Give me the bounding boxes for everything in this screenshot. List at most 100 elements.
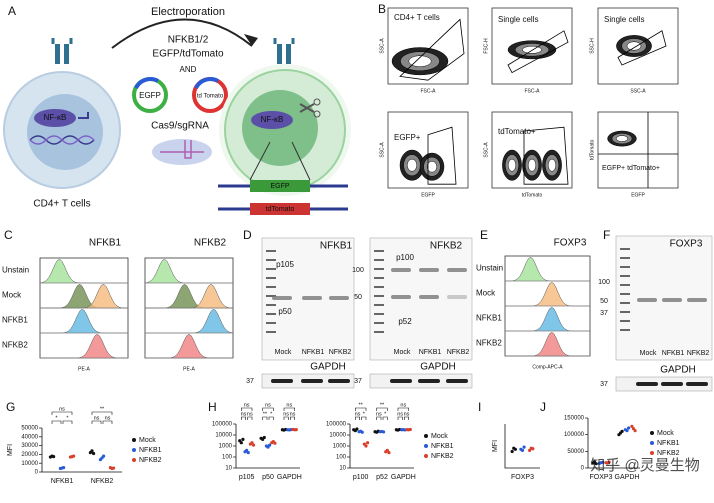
y-tick-label: 1000 <box>219 444 233 450</box>
significance-label: ns <box>376 411 382 417</box>
axis-label: SSC-H <box>589 38 595 54</box>
ladder-band <box>374 268 384 270</box>
blot-title: NFKB2 <box>430 241 463 252</box>
band <box>446 379 468 383</box>
label: NF-κB <box>261 115 284 124</box>
gate-label: Single cells <box>498 15 538 24</box>
significance-bracket <box>241 407 253 411</box>
y-tick-label: 10 <box>339 466 346 472</box>
legend-swatch <box>650 431 654 435</box>
significance-label: * <box>363 411 366 417</box>
dot <box>625 429 629 433</box>
receptor <box>286 44 291 64</box>
significance-bracket <box>268 416 274 420</box>
dot <box>252 443 256 447</box>
x-tick-label: p105 <box>239 474 255 481</box>
y-tick-label: 100000 <box>564 432 585 438</box>
legend-label: Mock <box>657 430 674 437</box>
significance-label: ** <box>359 402 364 408</box>
y-tick-label: 0 <box>581 466 585 472</box>
significance-label: ns <box>265 402 271 408</box>
significance-bracket <box>355 407 367 411</box>
panel-label: E <box>480 228 488 242</box>
band <box>302 296 322 300</box>
receptor <box>277 44 282 64</box>
receptor <box>55 44 60 64</box>
panel-label: G <box>6 400 15 414</box>
y-tick-label: 40000 <box>21 434 38 440</box>
significance-bracket <box>262 416 268 420</box>
dot <box>366 441 370 445</box>
axis-label: FSC-H <box>483 38 489 54</box>
significance-label: ns <box>247 411 253 417</box>
ladder-band <box>620 248 630 250</box>
axis-label: EGFP <box>631 192 645 198</box>
ladder-band <box>374 259 384 261</box>
axes <box>41 428 122 473</box>
ladder-band <box>374 277 384 279</box>
mw-marker: 37 <box>600 381 608 388</box>
dot <box>112 466 116 470</box>
significance-bracket <box>397 416 403 420</box>
legend-swatch <box>424 454 428 458</box>
significance-bracket <box>91 411 113 415</box>
protein <box>34 109 76 127</box>
band-label: p100 <box>396 253 414 262</box>
dot <box>355 427 359 431</box>
y-tick-label: 1000 <box>333 444 347 450</box>
dot <box>528 448 532 452</box>
ladder-band <box>374 331 384 333</box>
label: NF-κB <box>44 113 67 122</box>
dot <box>90 449 94 453</box>
x-tick-label: p52 <box>376 474 388 481</box>
y-tick-label: 20000 <box>21 452 38 458</box>
significance-label: ** <box>100 406 105 412</box>
ladder-band <box>266 250 276 252</box>
band <box>418 379 440 383</box>
y-tick-label: 100000 <box>212 422 233 428</box>
nucleus <box>27 94 103 170</box>
band <box>687 298 707 302</box>
x-tick-label: GAPDH <box>277 474 302 481</box>
legend-swatch <box>650 441 654 445</box>
significance-label: ns <box>244 402 250 408</box>
significance-bracket <box>247 416 253 420</box>
dot <box>408 427 412 432</box>
significance-label: * <box>55 415 58 421</box>
lane-label: NFKB1 <box>662 350 685 357</box>
band-label: p50 <box>278 307 292 316</box>
band-label: p52 <box>398 317 412 326</box>
ladder-band <box>266 331 276 333</box>
scissors <box>299 103 315 113</box>
significance-label: ns <box>283 411 289 417</box>
significance-label: * <box>270 411 273 417</box>
dot <box>245 448 249 452</box>
ladder-band <box>620 257 630 259</box>
band <box>271 379 293 383</box>
row-label: Mock <box>2 291 22 300</box>
contour <box>547 158 557 172</box>
legend-label: NFKB2 <box>657 450 680 457</box>
significance-bracket <box>62 420 73 424</box>
arrow-head <box>244 34 258 46</box>
ladder-band <box>620 293 630 295</box>
ladder-band <box>374 286 384 288</box>
axis-label: FSC-A <box>421 88 437 94</box>
y-tick-label: 100000 <box>326 422 347 428</box>
significance-label: ns <box>404 411 410 417</box>
significance-bracket <box>361 416 367 420</box>
x-tick-label: p50 <box>262 474 274 481</box>
row-label: NFKB1 <box>476 314 502 323</box>
legend-label: NFKB1 <box>431 443 454 450</box>
dot <box>607 460 611 464</box>
significance-bracket <box>290 416 295 420</box>
legend-swatch <box>650 451 654 455</box>
mw-marker: 100 <box>598 279 610 286</box>
label: td Tomato <box>197 94 224 100</box>
contour <box>426 160 438 173</box>
dot <box>250 441 254 445</box>
dot <box>241 437 245 441</box>
band <box>419 295 439 299</box>
axis-label: SSC-A <box>483 142 489 158</box>
